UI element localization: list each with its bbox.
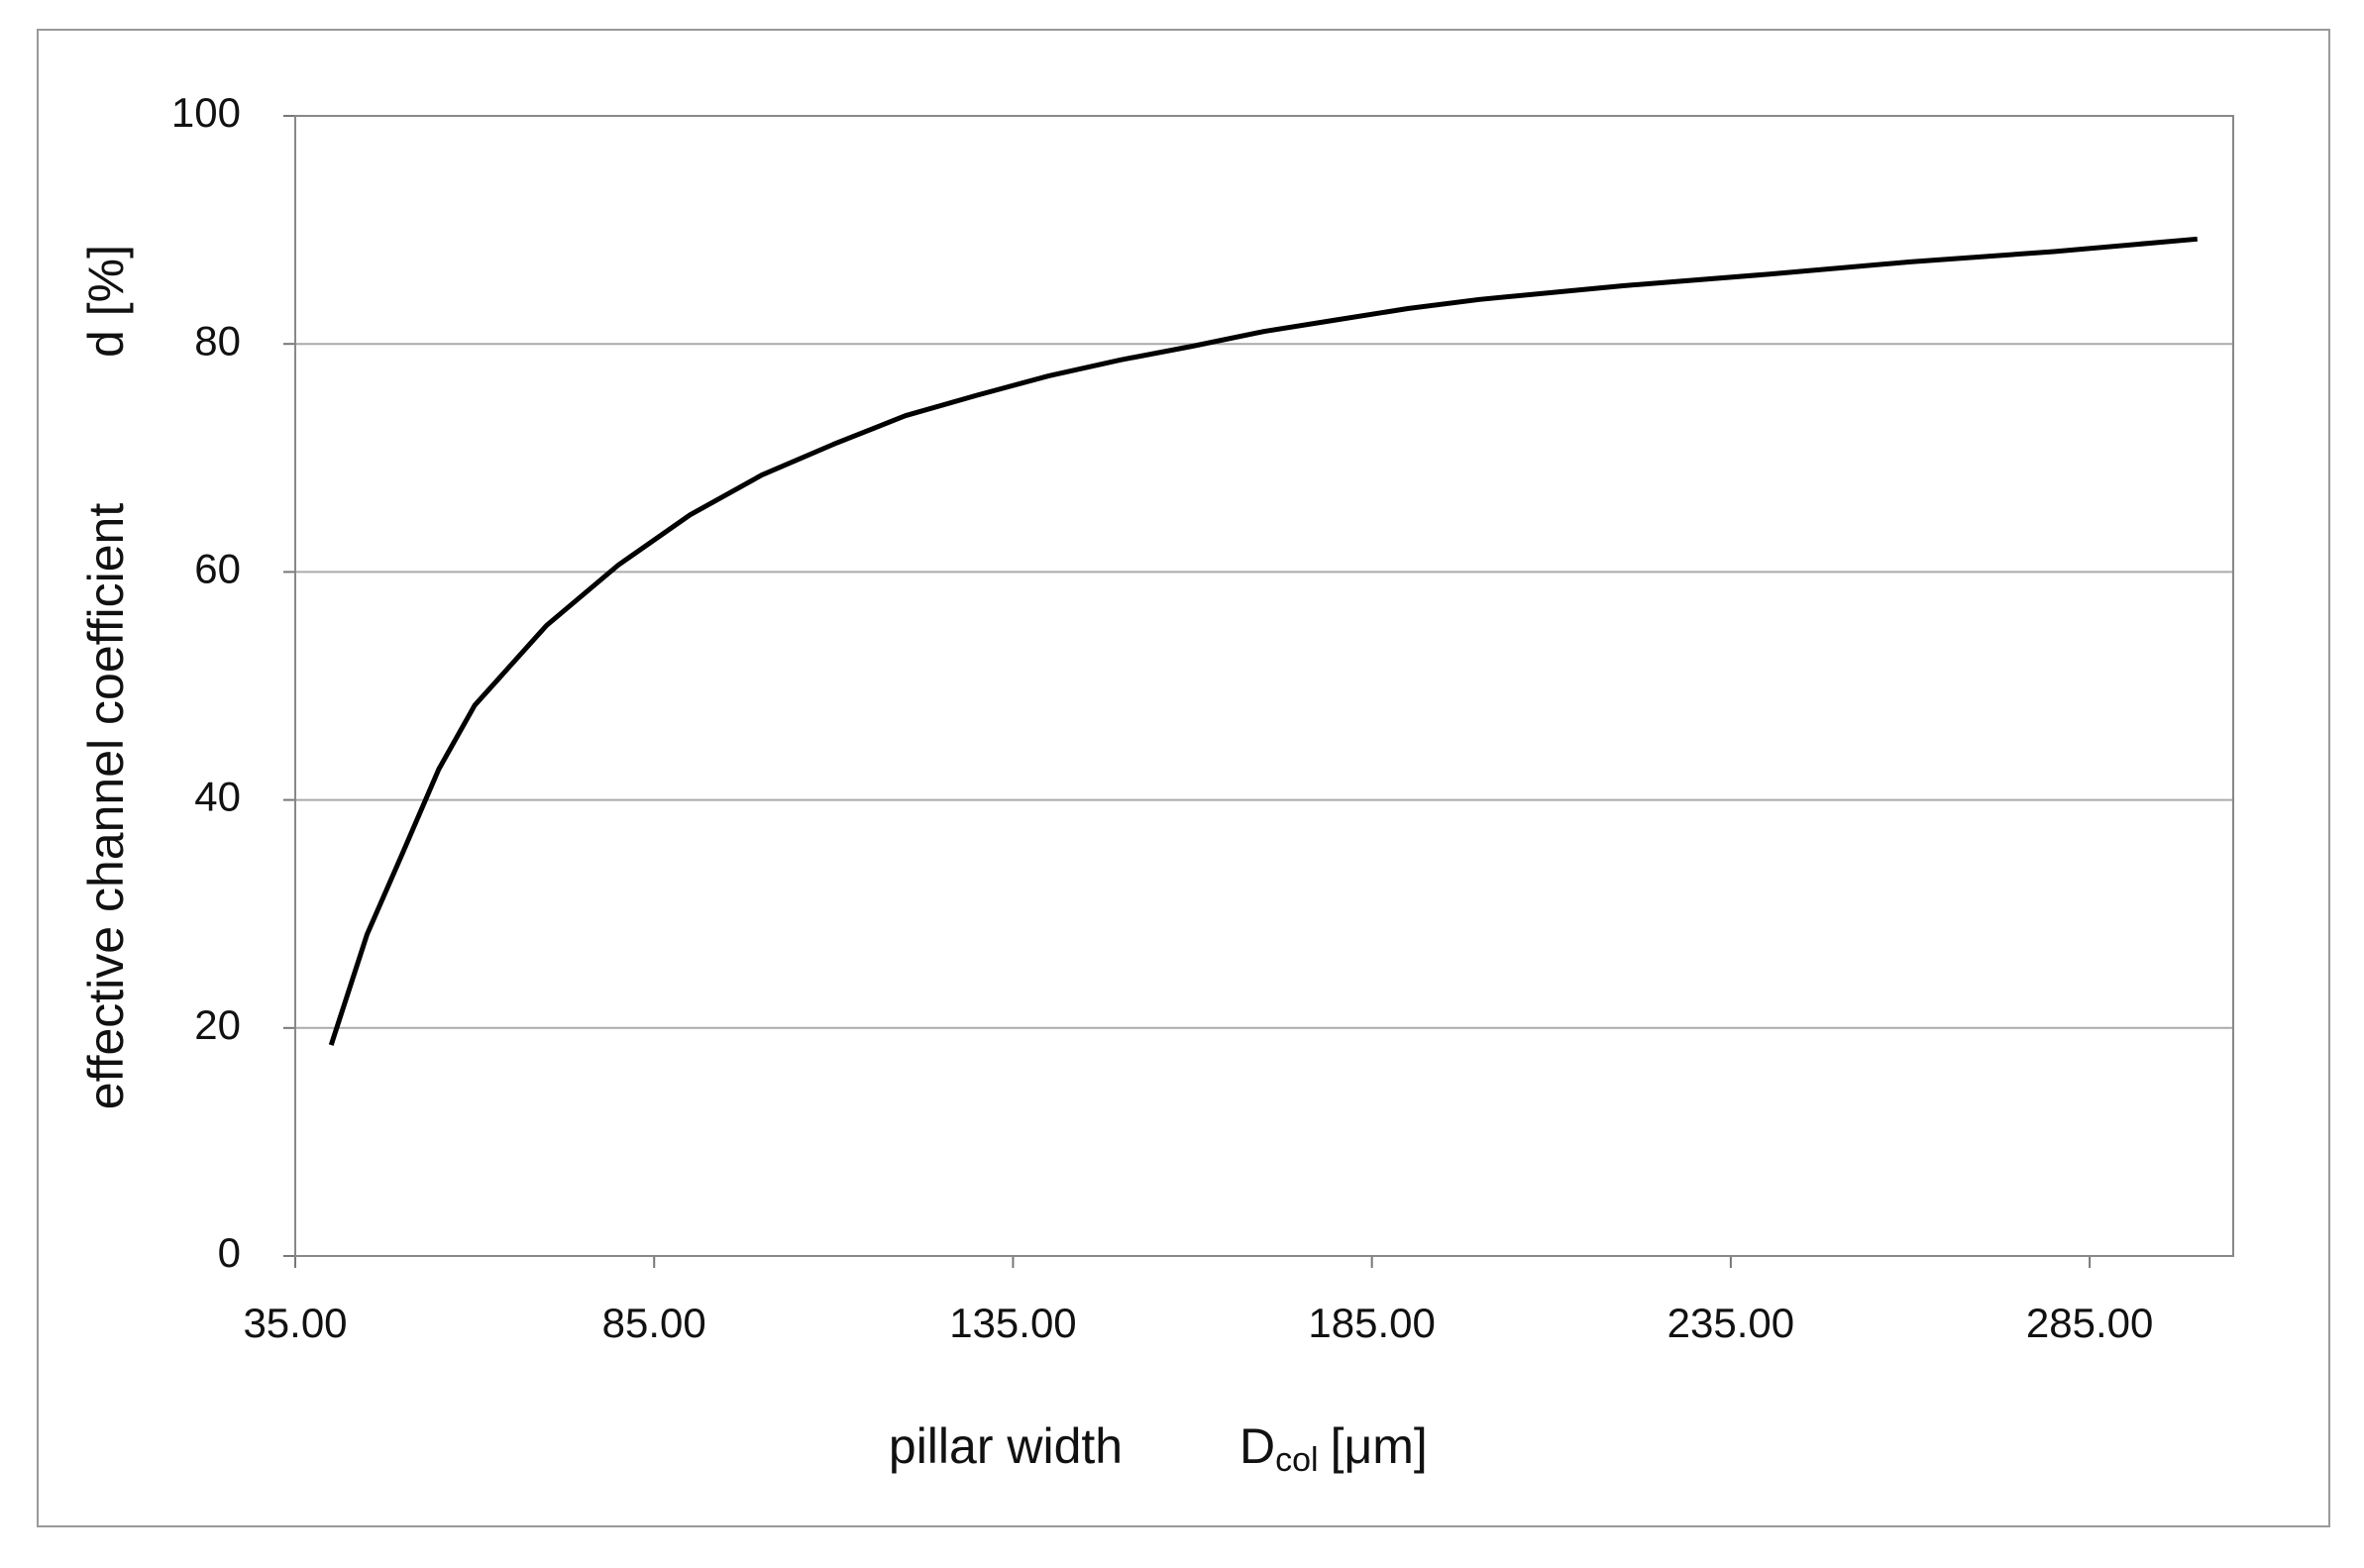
- x-tick-label: 85.00: [602, 1300, 706, 1346]
- x-tick-label: 285.00: [2026, 1300, 2153, 1346]
- x-axis-symbol: Dcol [μm]: [1239, 1418, 1428, 1479]
- y-tick-label: 20: [194, 1001, 241, 1048]
- x-axis-label: pillar width: [889, 1418, 1123, 1474]
- x-subscript: col: [1275, 1441, 1318, 1479]
- y-axis-symbol: d [%]: [78, 245, 134, 358]
- y-tick-label: 0: [218, 1229, 241, 1276]
- x-tick-label: 135.00: [949, 1300, 1076, 1346]
- x-tick-label: 185.00: [1308, 1300, 1435, 1346]
- data-line: [328, 236, 2198, 1046]
- y-axis-label: effective channel coefficient: [78, 503, 134, 1110]
- x-unit: [μm]: [1331, 1418, 1428, 1474]
- x-tick-label: 35.00: [243, 1300, 347, 1346]
- x-tick-label: 235.00: [1667, 1300, 1794, 1346]
- x-symbol: D: [1239, 1418, 1275, 1474]
- y-tick-label: 100: [171, 89, 241, 136]
- y-tick-label: 40: [194, 774, 241, 820]
- chart-frame: [37, 29, 2330, 1527]
- y-tick-label: 60: [194, 545, 241, 591]
- plot-area: [294, 115, 2234, 1257]
- y-tick-label: 80: [194, 317, 241, 364]
